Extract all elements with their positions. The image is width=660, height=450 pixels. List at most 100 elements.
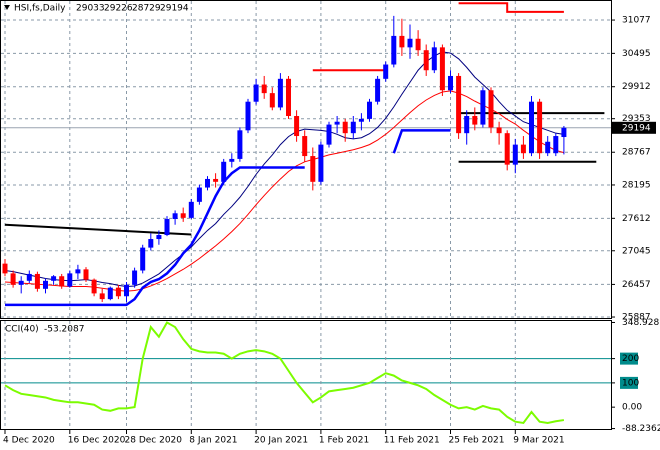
candle-body [294, 116, 300, 137]
candle-body [253, 84, 259, 102]
candle-body [342, 121, 348, 134]
candle-body [464, 116, 470, 134]
x-tick-label: 9 Mar 2021 [513, 436, 564, 446]
candle-body [83, 269, 89, 280]
ohlc-open: 29033 [76, 4, 105, 14]
candle-body [213, 178, 219, 182]
indicator-line [5, 166, 305, 307]
x-tick-label: 1 Feb 2021 [319, 436, 369, 446]
y-tick-label: 26457 [622, 280, 651, 290]
candle-body [180, 213, 186, 218]
cci-name: CCI(40) [5, 325, 39, 335]
mark-layer [2, 2, 605, 425]
candle-body [91, 279, 97, 294]
x-tick-label: 28 Dec 2020 [125, 436, 183, 446]
candle-body [537, 101, 543, 154]
candle-body [196, 187, 202, 202]
y-tick-label: 27612 [622, 214, 651, 224]
cci-frame [0, 320, 612, 430]
candle-body [561, 127, 567, 138]
candle-body [10, 273, 16, 285]
x-tick-label: 25 Feb 2021 [449, 436, 505, 446]
candle-body [431, 47, 437, 71]
candle-body [245, 101, 251, 131]
candle-body [34, 273, 40, 289]
candle-body [553, 136, 559, 154]
candle-body [261, 84, 267, 94]
cci-level-tag [620, 376, 638, 389]
candle-body [172, 213, 178, 220]
candle-body [545, 141, 551, 154]
candle-body [350, 121, 356, 134]
x-tick-label: 20 Jan 2021 [254, 436, 308, 446]
ohlc-low: 28729 [132, 4, 161, 14]
x-tick-label: 8 Jan 2021 [189, 436, 237, 446]
candle-body [107, 287, 113, 300]
candle-body [59, 276, 65, 287]
candle-body [391, 35, 397, 65]
collapse-icon[interactable] [4, 5, 10, 10]
y-tick-label: 28767 [622, 148, 651, 158]
indicator-line [392, 129, 451, 154]
ohlc-close: 29194 [160, 4, 189, 14]
candle-body [132, 270, 138, 285]
candle-body [496, 127, 502, 134]
ohlc-high: 29226 [104, 4, 133, 14]
indicator-line [4, 90, 565, 292]
candle-body [99, 293, 105, 300]
indicator-line [4, 51, 564, 288]
x-tick-label: 16 Dec 2020 [68, 436, 126, 446]
cci-line [4, 321, 565, 425]
candle-body [156, 235, 162, 240]
candle-body [302, 136, 308, 157]
level-line [458, 2, 564, 13]
main-frame [0, 0, 612, 319]
candle-body [326, 124, 332, 145]
candle-body [124, 284, 129, 297]
candle-body [188, 201, 194, 218]
candle-body [310, 156, 316, 182]
candle-body [75, 269, 81, 274]
y-tick-label: 28195 [622, 180, 651, 190]
candle-body [423, 50, 429, 71]
cci-level-tag [620, 352, 638, 365]
y-tick-label: 30495 [622, 49, 651, 59]
candle-body [472, 116, 478, 125]
candle-body [399, 35, 405, 48]
cci-tick-label: -88.2362 [622, 424, 660, 434]
candle-body [520, 144, 526, 154]
y-tick-label: 29353 [622, 114, 651, 124]
candle-body [148, 239, 154, 248]
candle-body [358, 118, 364, 122]
candle-body [205, 178, 210, 188]
candle-body [318, 144, 324, 182]
candle-body [334, 121, 340, 125]
price-tag-label: 29194 [622, 123, 651, 133]
candle-body [115, 287, 121, 297]
level-line [4, 223, 192, 236]
candle-body [456, 75, 462, 134]
candle-body [286, 78, 291, 117]
candle-body [375, 78, 381, 102]
y-tick-label: 25887 [622, 313, 651, 323]
candle-body [504, 133, 510, 165]
candle-body [415, 38, 421, 51]
cci-value: -53.2087 [44, 325, 84, 335]
candle-body [164, 219, 170, 236]
y-tick-label: 29912 [622, 82, 651, 92]
cci-tick-label: 100 [622, 378, 639, 388]
y-tick-label: 27045 [622, 246, 651, 256]
cci-tick-label: 348.9287 [622, 318, 660, 328]
candle-body [51, 276, 57, 281]
price-tag [612, 121, 656, 134]
candle-body [439, 47, 445, 91]
candle-body [407, 38, 413, 48]
x-tick-label: 11 Feb 2021 [384, 436, 440, 446]
candle-body [237, 130, 243, 159]
candle-body [221, 161, 227, 182]
candle-body [383, 64, 389, 79]
candle-body [269, 93, 275, 108]
candle-body [140, 247, 146, 271]
